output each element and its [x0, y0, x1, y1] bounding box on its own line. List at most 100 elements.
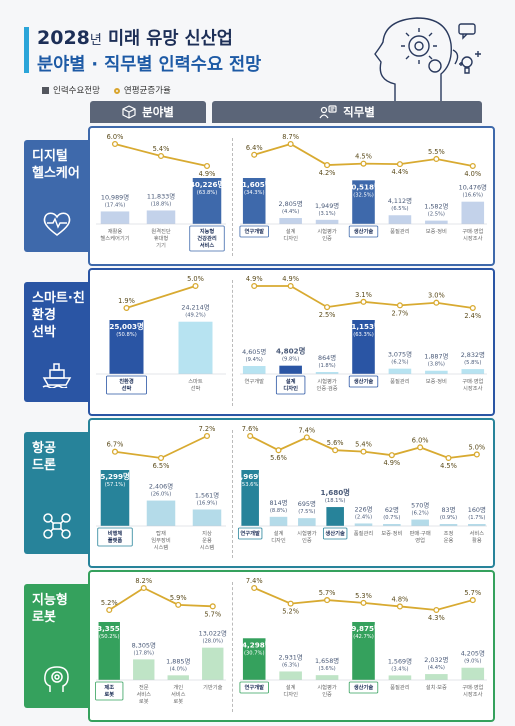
bar: [109, 320, 144, 374]
growth-label: 2.5%: [319, 311, 336, 319]
growth-point: [287, 140, 294, 148]
data-label: 14,298명: [237, 640, 271, 649]
bar: [425, 220, 448, 224]
data-label: 695명: [298, 499, 316, 508]
share-label: (63.3%): [353, 332, 374, 338]
category-highlight: [348, 681, 379, 694]
growth-label: 5.7%: [319, 589, 336, 597]
share-label: (16.6%): [463, 193, 484, 199]
share-label: (53.6%): [240, 482, 261, 488]
growth-point: [275, 447, 282, 454]
share-label: (49.2%): [185, 313, 206, 319]
growth-line: [126, 285, 196, 309]
share-label: (0.7%): [383, 515, 400, 521]
category-label: 전문 서비스 로봇: [136, 684, 151, 705]
growth-point: [360, 448, 367, 455]
data-label: 2,931명: [279, 652, 303, 661]
share-label: (32.5%): [353, 192, 374, 198]
data-label: 20,518명: [346, 182, 380, 191]
title-line2: 분야별 · 직무별 인력수요 전망: [37, 55, 262, 75]
section-drone: 항공 드론 5,299명 (57.1%) 비행체 플랫폼 2,406명 (26.0%) 탑재 임…: [24, 418, 495, 568]
share-label: (17.4%): [105, 202, 126, 208]
growth-point: [360, 160, 367, 167]
data-label: 570명: [411, 501, 429, 510]
growth-point: [111, 448, 119, 455]
share-label: (4.0%): [170, 666, 187, 672]
bar: [315, 372, 339, 374]
data-label: 5,299명: [100, 472, 129, 481]
page-title: 2028년 미래 유망 신산업 분야별 · 직무별 인력수요 전망: [37, 26, 261, 77]
growth-point: [396, 161, 403, 168]
heart-pulse-icon: [43, 212, 71, 236]
share-label: (3.1%): [318, 211, 335, 217]
category-label: 비행체 플랫폼: [108, 529, 123, 544]
data-label: 4,112명: [388, 196, 412, 205]
share-label: (4.4%): [282, 209, 299, 215]
growth-label: 7.2%: [199, 425, 216, 433]
growth-label: 5.5%: [428, 148, 445, 156]
category-highlight: [239, 225, 269, 238]
bar: [146, 500, 176, 526]
category-label: 탑재 임무장비 시스템: [151, 529, 171, 551]
category-label: 설계 디자인: [283, 227, 298, 242]
share-label: (6.5%): [391, 206, 408, 212]
growth-point: [111, 140, 119, 148]
share-label: (16.9%): [197, 501, 218, 507]
growth-point: [396, 603, 403, 610]
category-label: 판매·구매 영업: [410, 529, 431, 544]
bar: [388, 675, 412, 680]
data-label: 31,153명: [346, 322, 380, 331]
share-label: (9.4%): [246, 357, 263, 363]
bar: [352, 320, 375, 374]
category-label: 연구개발: [240, 529, 260, 537]
share-label: (3.6%): [318, 666, 335, 672]
category-label: 품질관리: [390, 683, 410, 691]
growth-line: [108, 586, 213, 611]
data-label: 1,887명: [424, 352, 448, 361]
data-label: 1,680명: [320, 488, 349, 497]
section-title: 지능형 로봇: [32, 593, 68, 625]
category-label: 설계 디자인: [283, 377, 298, 392]
bar: [468, 524, 486, 526]
bar: [241, 470, 259, 526]
bar: [202, 647, 224, 680]
growth-point: [251, 282, 258, 290]
category-label: 보증·정비: [381, 529, 402, 537]
share-label: (8.8%): [270, 508, 287, 514]
growth-point: [140, 584, 147, 592]
bar: [298, 518, 316, 526]
share-label: (28.0%): [202, 639, 223, 645]
growth-point: [469, 597, 476, 604]
section-label: 디지털 헬스케어: [24, 140, 88, 252]
share-label: (7.5%): [298, 509, 315, 515]
category-label: 시험평가 인증·검증: [316, 377, 337, 392]
category-label: 품질관리: [390, 377, 410, 385]
growth-line: [114, 435, 208, 459]
growth-point: [324, 304, 331, 311]
share-label: (17.8%): [133, 650, 154, 656]
growth-label: 3.0%: [428, 292, 445, 300]
category-highlight: [95, 681, 124, 701]
category-label: 조정 운용: [444, 530, 454, 544]
growth-point: [417, 444, 424, 451]
bar: [242, 638, 266, 680]
category-label: 품질관리: [390, 227, 410, 235]
share-label: (2.5%): [428, 212, 445, 218]
growth-label: 4.9%: [282, 275, 299, 283]
share-label: (18.8%): [151, 201, 172, 207]
share-label: (1.7%): [468, 515, 485, 521]
share-label: (0.9%): [440, 515, 457, 521]
bar: [326, 507, 344, 526]
growth-point: [247, 432, 254, 440]
share-label: (6.2%): [391, 360, 408, 366]
growth-label: 5.7%: [464, 589, 481, 597]
category-label: 설계 디자인: [283, 683, 298, 698]
category-label: 연구개발: [244, 377, 264, 385]
bar: [279, 365, 302, 374]
category-label: 생산기술: [354, 227, 374, 235]
bar: [388, 215, 412, 224]
growth-point: [203, 162, 211, 170]
data-label: 10,476명: [459, 183, 487, 192]
growth-point: [469, 304, 476, 312]
bar: [352, 622, 375, 680]
